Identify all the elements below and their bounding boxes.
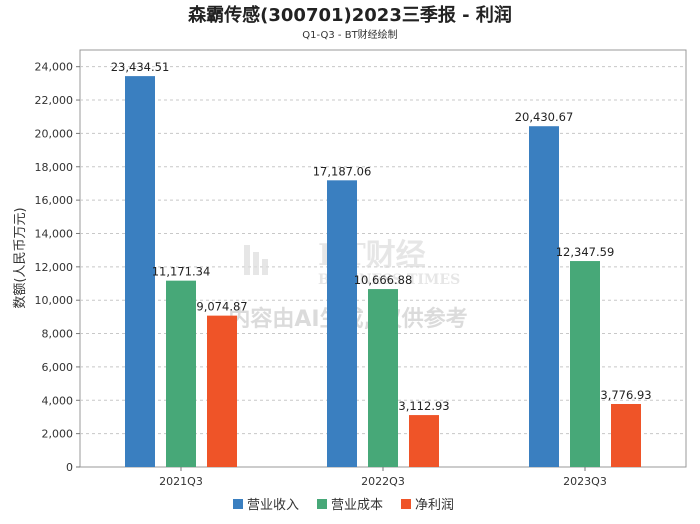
y-tick-label: 6,000 [42,361,74,374]
legend-item: 营业成本 [317,498,383,513]
bar [368,289,398,467]
y-tick-label: 14,000 [35,227,74,240]
bar-value-label: 3,112.93 [398,399,449,413]
data-labels: 23,434.51 11,171.34 9,074.87 17,187.06 10,66… [111,60,652,413]
x-tick-label: 2022Q3 [361,475,405,488]
bar [327,180,357,468]
legend-item: 净利润 [401,498,454,513]
legend-swatch [233,499,243,509]
y-axis-label: 数额(人民币万元) [13,207,28,308]
bar [409,415,439,467]
legend: 营业收入 营业成本 净利润 [233,498,454,513]
bar [529,126,559,467]
bar-value-label: 3,776.93 [600,388,651,402]
bar-value-label: 12,347.59 [556,245,615,259]
y-tick-label: 8,000 [42,328,74,341]
bar [207,315,237,467]
bar-value-label: 17,187.06 [313,164,372,178]
y-tick-label: 24,000 [35,61,74,74]
bar-value-label: 20,430.67 [515,110,574,124]
watermark-logo-icon [244,245,268,275]
y-tick-label: 16,000 [35,194,74,207]
y-tick-label: 18,000 [35,161,74,174]
y-tick-label: 4,000 [42,394,74,407]
legend-label: 营业收入 [247,498,299,513]
x-tick-label: 2023Q3 [563,475,607,488]
bar-value-label: 11,171.34 [152,265,211,279]
bar [125,76,155,468]
legend-label: 净利润 [415,498,454,513]
bars [125,76,641,468]
y-tick-label: 2,000 [42,428,74,441]
legend-label: 营业成本 [331,498,383,513]
x-tick-label: 2021Q3 [159,475,203,488]
y-tick-label: 22,000 [35,94,74,107]
plot-area: 0 2,000 4,000 6,000 8,000 10,000 12,000 14,000 1… [35,49,687,488]
y-tick-label: 12,000 [35,261,74,274]
bar [166,280,196,467]
bar-value-label: 9,074.87 [196,300,247,314]
y-tick-label: 10,000 [35,294,74,307]
bar-value-label: 23,434.51 [111,60,170,74]
legend-swatch [317,499,327,509]
chart-subtitle: Q1-Q3 - BT财经绘制 [302,28,397,41]
y-tick-label: 0 [66,461,73,474]
bar [570,261,600,467]
y-tick-label: 20,000 [35,127,74,140]
legend-swatch [401,499,411,509]
x-axis-ticks: 2021Q3 2022Q3 2023Q3 [159,467,607,488]
bar-value-label: 10,666.88 [354,273,413,287]
bar [611,404,641,467]
y-axis-ticks: 0 2,000 4,000 6,000 8,000 10,000 12,000 14,000 1… [35,61,80,474]
legend-item: 营业收入 [233,498,299,513]
chart-title: 森霸传感(300701)2023三季报 - 利润 [188,4,512,26]
